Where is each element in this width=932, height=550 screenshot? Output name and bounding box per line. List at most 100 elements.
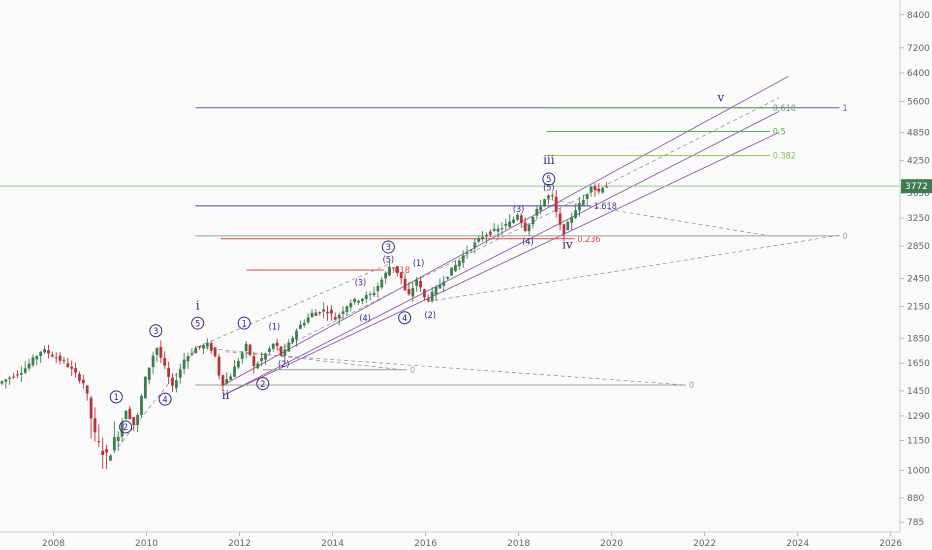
wave-label: (2) xyxy=(278,360,289,370)
fib-level-label: 0.618 xyxy=(773,104,796,114)
y-tick-label: 1850 xyxy=(907,335,930,345)
candle-body xyxy=(0,381,4,384)
y-tick-label: 2850 xyxy=(907,242,930,252)
candle-body xyxy=(593,186,597,190)
candle-body xyxy=(558,213,562,225)
candle-body xyxy=(8,377,12,380)
candle-body xyxy=(469,249,473,251)
candle-body xyxy=(279,346,283,356)
wave-label: v xyxy=(717,91,725,105)
candle-body xyxy=(252,356,256,367)
candle-body xyxy=(287,342,291,352)
candle-body xyxy=(194,348,198,354)
wave-label: (3) xyxy=(355,279,366,289)
wave-label: 2 xyxy=(260,380,265,390)
candle-body xyxy=(182,359,186,369)
candle-body xyxy=(27,363,31,369)
candle-body xyxy=(267,348,271,352)
candle-body xyxy=(178,369,182,378)
candle-body xyxy=(508,221,512,228)
candle-body xyxy=(539,206,543,211)
x-tick-label: 2018 xyxy=(507,539,530,549)
x-axis-strip xyxy=(0,532,932,550)
fib-level-label: 0.382 xyxy=(773,152,796,162)
wave-circle xyxy=(237,316,251,330)
candle-body xyxy=(271,343,275,349)
candle-body xyxy=(101,450,105,455)
wave-label: 5 xyxy=(546,175,551,185)
candle-body xyxy=(349,303,353,308)
last-price-label: 3772 xyxy=(905,182,928,192)
candle-body xyxy=(353,298,357,302)
candle-body xyxy=(35,356,39,360)
candle-body xyxy=(306,317,310,323)
wave-label: (5) xyxy=(543,183,554,193)
candle-body xyxy=(159,347,163,358)
candle-body xyxy=(423,289,426,298)
wave-circle xyxy=(542,172,556,186)
candle-body xyxy=(581,199,585,205)
candle-body xyxy=(291,337,295,343)
candle-body xyxy=(236,360,240,368)
candle-body xyxy=(167,367,171,377)
wave-label: 4 xyxy=(163,395,168,405)
candle-body xyxy=(496,228,500,232)
candle-body xyxy=(264,353,267,360)
candle-body xyxy=(562,224,566,235)
dashed-trend-line xyxy=(546,198,770,237)
candle-body xyxy=(54,357,58,359)
candle-body xyxy=(415,279,419,286)
candle-body xyxy=(147,367,151,380)
candle-body xyxy=(143,376,147,399)
wave-label: (4) xyxy=(522,238,533,248)
candle-body xyxy=(233,366,236,377)
candle-body xyxy=(566,221,570,231)
candle-body xyxy=(550,195,554,197)
candle-body xyxy=(155,348,159,355)
x-tick-label: 2022 xyxy=(693,539,716,549)
y-tick-label: 2450 xyxy=(907,275,930,285)
candle-body xyxy=(446,276,450,279)
candle-body xyxy=(62,360,66,362)
candle-body xyxy=(171,377,174,386)
y-tick-label: 880 xyxy=(907,494,924,504)
y-tick-label: 5600 xyxy=(907,98,930,108)
wave-circle xyxy=(256,377,270,391)
candle-body xyxy=(256,363,260,369)
x-tick-label: 2020 xyxy=(600,539,623,549)
candle-body xyxy=(547,195,550,199)
candle-body xyxy=(345,306,349,312)
candle-body xyxy=(492,228,496,231)
candle-body xyxy=(244,343,248,351)
candle-body xyxy=(93,418,97,433)
y-tick-label: 7200 xyxy=(907,44,930,54)
x-tick-label: 2010 xyxy=(135,539,158,549)
channel-line xyxy=(223,110,780,396)
last-price-badge xyxy=(901,179,932,194)
candle-body xyxy=(225,379,229,384)
candle-body xyxy=(341,311,345,314)
y-tick-label: 1290 xyxy=(907,412,930,422)
candle-body xyxy=(380,279,384,288)
candle-body xyxy=(512,219,515,223)
candle-body xyxy=(585,194,589,199)
wave-label: i xyxy=(196,299,200,313)
candle-body xyxy=(442,281,446,286)
candle-body xyxy=(430,291,434,301)
candle-body xyxy=(112,437,116,450)
wave-label: 5 xyxy=(195,319,200,329)
candle-body xyxy=(310,312,314,318)
candle-body xyxy=(120,422,124,437)
candle-body xyxy=(202,345,205,349)
candle-body xyxy=(318,311,322,314)
candle-body xyxy=(403,278,407,291)
candle-body xyxy=(190,353,194,355)
x-tick-label: 2008 xyxy=(42,539,65,549)
candle-body xyxy=(426,298,430,301)
candle-body xyxy=(500,228,504,230)
candle-body xyxy=(461,255,465,263)
candle-body xyxy=(399,272,403,279)
candle-body xyxy=(407,289,411,295)
